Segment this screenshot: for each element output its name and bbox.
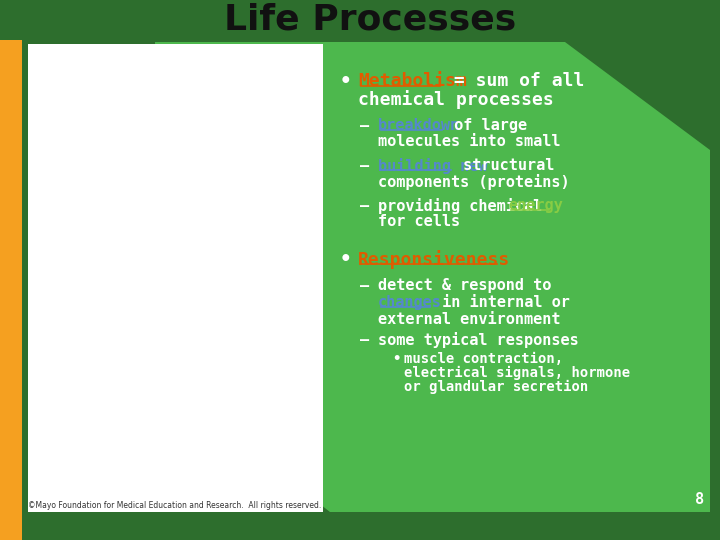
Text: providing chemical: providing chemical [378, 198, 552, 214]
Text: Metabolism: Metabolism [358, 72, 467, 90]
Text: –: – [360, 158, 369, 173]
Text: muscle contraction,: muscle contraction, [404, 352, 563, 366]
Bar [0, 0, 720, 40]
Bar [28, 44, 323, 512]
Text: energy: energy [508, 198, 563, 213]
Text: = sum of all: = sum of all [443, 72, 585, 90]
Text: molecules into small: molecules into small [378, 134, 560, 149]
Text: electrical signals, hormone: electrical signals, hormone [404, 366, 630, 380]
Bar [0, 0, 22, 540]
Text: for cells: for cells [378, 214, 460, 229]
Text: breakdown: breakdown [378, 118, 460, 133]
Text: structural: structural [454, 158, 554, 173]
Text: –: – [360, 198, 369, 213]
Text: or glandular secretion: or glandular secretion [404, 380, 588, 394]
Text: detect & respond to: detect & respond to [378, 278, 552, 293]
Text: changes: changes [378, 295, 442, 310]
Text: •: • [340, 72, 352, 91]
Text: •: • [392, 352, 400, 366]
Text: ©Mayo Foundation for Medical Education and Research.  All rights reserved.: ©Mayo Foundation for Medical Education a… [28, 501, 322, 510]
Text: –: – [360, 118, 369, 133]
Polygon shape [565, 42, 710, 150]
Polygon shape [155, 375, 330, 512]
Text: –: – [360, 332, 369, 347]
Polygon shape [155, 42, 710, 512]
Text: in internal or: in internal or [433, 295, 570, 310]
Text: components (proteins): components (proteins) [378, 174, 570, 190]
Text: –: – [360, 278, 369, 293]
Text: Life Processes: Life Processes [224, 2, 516, 36]
Text: some typical responses: some typical responses [378, 332, 579, 348]
Text: 8: 8 [695, 492, 704, 507]
Text: •: • [340, 250, 352, 269]
Text: of large: of large [445, 118, 527, 133]
Text: Responsiveness: Responsiveness [358, 250, 510, 269]
Text: building new: building new [378, 158, 487, 174]
Text: external environment: external environment [378, 312, 560, 327]
Text: chemical processes: chemical processes [358, 90, 554, 109]
